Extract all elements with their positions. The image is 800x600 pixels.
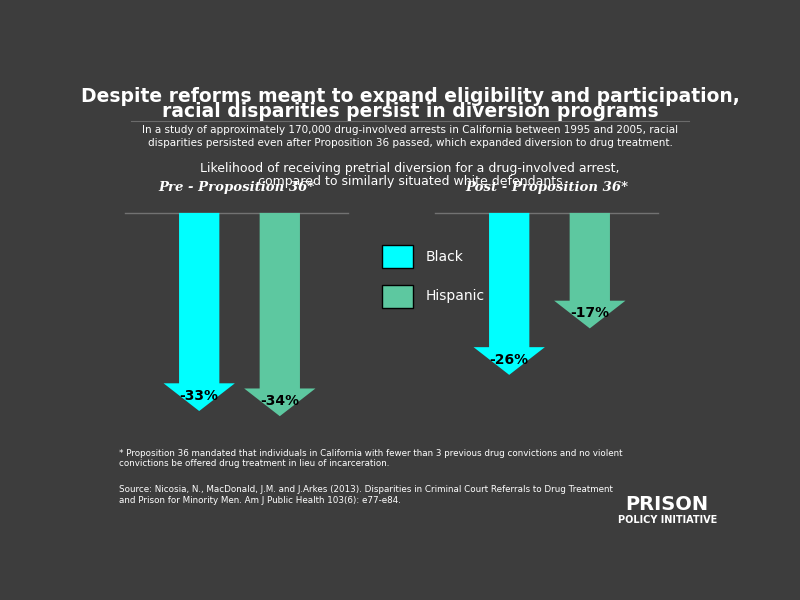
Text: POLICY INITIATIVE: POLICY INITIATIVE xyxy=(618,515,717,524)
Text: -26%: -26% xyxy=(490,353,529,367)
Text: and Prison for Minority Men. Am J Public Health 103(6): e77-e84.: and Prison for Minority Men. Am J Public… xyxy=(118,496,401,505)
Text: -33%: -33% xyxy=(180,389,218,403)
Text: Black: Black xyxy=(426,250,463,264)
Text: Hispanic: Hispanic xyxy=(426,289,485,303)
Polygon shape xyxy=(244,213,315,416)
FancyBboxPatch shape xyxy=(382,284,413,308)
Text: -17%: -17% xyxy=(570,306,610,320)
Text: * Proposition 36 mandated that individuals in California with fewer than 3 previ: * Proposition 36 mandated that individua… xyxy=(118,449,622,458)
Polygon shape xyxy=(554,213,626,328)
Text: PRISON: PRISON xyxy=(626,495,709,514)
Text: Pre - Proposition 36*: Pre - Proposition 36* xyxy=(158,181,314,194)
Text: Likelihood of receiving pretrial diversion for a drug-involved arrest,: Likelihood of receiving pretrial diversi… xyxy=(200,162,620,175)
Text: Despite reforms meant to expand eligibility and participation,: Despite reforms meant to expand eligibil… xyxy=(81,87,739,106)
Text: -34%: -34% xyxy=(260,394,299,408)
Polygon shape xyxy=(163,213,235,411)
Text: compared to similarly situated white defendants: compared to similarly situated white def… xyxy=(258,175,562,188)
Text: In a study of approximately 170,000 drug-involved arrests in California between : In a study of approximately 170,000 drug… xyxy=(142,125,678,135)
FancyBboxPatch shape xyxy=(382,245,413,268)
Polygon shape xyxy=(474,213,545,375)
Text: disparities persisted even after Proposition 36 passed, which expanded diversion: disparities persisted even after Proposi… xyxy=(147,137,673,148)
Text: Post - Proposition 36*: Post - Proposition 36* xyxy=(465,181,628,194)
Text: Source: Nicosia, N., MacDonald, J.M. and J.Arkes (2013). Disparities in Criminal: Source: Nicosia, N., MacDonald, J.M. and… xyxy=(118,485,613,494)
Text: racial disparities persist in diversion programs: racial disparities persist in diversion … xyxy=(162,102,658,121)
Text: convictions be offered drug treatment in lieu of incarceration.: convictions be offered drug treatment in… xyxy=(118,459,389,468)
